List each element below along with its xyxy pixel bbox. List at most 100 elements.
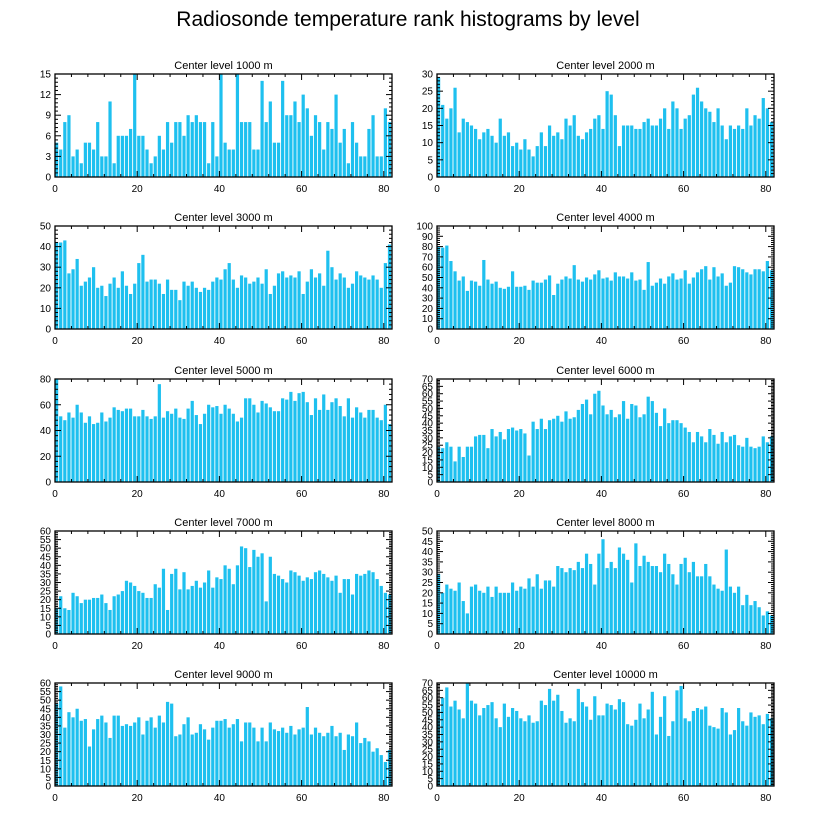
histogram-bar — [510, 146, 515, 177]
histogram-bar — [375, 579, 379, 634]
histogram-bar — [338, 592, 342, 634]
histogram-bar — [543, 279, 548, 329]
y-tick-label: 10 — [40, 304, 52, 315]
x-tick-label: 20 — [132, 793, 144, 804]
y-tick-label: 5 — [427, 619, 433, 630]
histogram-bar — [757, 715, 761, 786]
histogram-bar — [757, 607, 761, 634]
histogram-bar — [589, 279, 593, 329]
histogram-bar — [59, 149, 63, 177]
histogram-bar — [700, 576, 704, 634]
histogram-bar — [281, 398, 285, 482]
histogram-bar — [289, 570, 293, 634]
histogram-bar — [576, 561, 580, 634]
x-tick-label: 40 — [214, 184, 226, 195]
histogram-bar — [186, 408, 190, 482]
histogram-bar — [519, 718, 523, 786]
histogram-bar — [453, 87, 457, 177]
histogram-bar — [461, 118, 465, 177]
histogram-bar — [683, 270, 687, 329]
histogram-bar — [174, 289, 178, 329]
histogram-bar — [120, 271, 124, 329]
histogram-bar — [157, 587, 161, 634]
histogram-bar — [613, 115, 617, 177]
histogram-bar — [737, 445, 741, 482]
histogram-bar — [597, 553, 601, 634]
histogram-bar — [506, 592, 511, 634]
histogram-bar — [469, 700, 474, 786]
histogram-bar — [535, 721, 539, 786]
histogram-bar — [539, 588, 543, 634]
histogram-bar — [383, 592, 387, 634]
histogram-bar — [519, 286, 523, 329]
histogram-bar — [741, 446, 745, 482]
histogram-bar — [761, 271, 765, 329]
histogram-bar — [346, 163, 350, 177]
histogram-bar — [626, 125, 630, 177]
histogram-bar — [601, 405, 605, 482]
x-tick-label: 20 — [132, 184, 144, 195]
histogram-bar — [223, 142, 227, 177]
histogram-bar — [638, 703, 642, 786]
histogram-bar — [367, 279, 371, 329]
histogram-bar — [211, 587, 215, 634]
histogram-bar — [769, 270, 774, 329]
histogram-bar — [584, 706, 589, 786]
histogram-bar — [494, 436, 498, 482]
histogram-bar — [87, 416, 92, 482]
histogram-bar — [720, 708, 724, 786]
figure-title: Radiosonde temperature rank histograms b… — [176, 8, 640, 31]
histogram-bar — [153, 156, 157, 177]
histogram-bar — [737, 586, 741, 634]
histogram-bar — [149, 163, 153, 177]
histogram-bar — [235, 421, 240, 482]
histogram-bar — [330, 267, 334, 329]
histogram-bar — [211, 122, 215, 177]
histogram-bar — [128, 408, 133, 482]
histogram-bar — [215, 577, 219, 634]
histogram-bar — [535, 429, 539, 482]
histogram-bar — [716, 276, 720, 329]
y-tick-label: 0 — [45, 325, 51, 336]
y-tick-label: 10 — [40, 764, 52, 775]
histogram-bar — [215, 277, 219, 329]
y-tick-label: 20 — [422, 448, 434, 459]
x-tick-label: 80 — [378, 184, 390, 195]
histogram-bar — [182, 418, 186, 482]
histogram-bar — [745, 108, 749, 177]
histogram-bar — [453, 271, 457, 329]
histogram-bar — [683, 557, 687, 634]
histogram-bar — [527, 289, 531, 329]
histogram-bar — [609, 94, 613, 177]
histogram-bar — [350, 594, 355, 634]
y-tick-label: 20 — [422, 304, 434, 315]
histogram-bar — [293, 400, 297, 482]
histogram-bar — [441, 448, 445, 482]
panel-title: Center level 1000 m — [174, 60, 272, 72]
histogram-bar — [128, 725, 133, 786]
histogram-bar — [523, 139, 527, 177]
histogram-bar — [601, 539, 605, 634]
histogram-bar — [753, 115, 757, 177]
histogram-bar — [728, 586, 732, 634]
panel-title: Center level 3000 m — [174, 212, 272, 224]
histogram-bar — [248, 122, 252, 177]
histogram-bar — [515, 286, 519, 329]
x-tick-label: 60 — [678, 793, 690, 804]
histogram-bar — [646, 561, 650, 634]
histogram-bar — [338, 406, 342, 482]
histogram-bar — [539, 418, 543, 482]
histogram-bar — [256, 149, 260, 177]
histogram-bar — [753, 269, 757, 329]
histogram-bar — [211, 281, 215, 329]
y-tick-label: 5 — [45, 621, 51, 632]
histogram-bar — [621, 125, 626, 177]
y-tick-label: 20 — [40, 595, 52, 606]
histogram-bar — [552, 700, 556, 786]
histogram-bar — [621, 276, 626, 329]
histogram-bar — [543, 580, 548, 634]
histogram-bar — [260, 283, 264, 329]
histogram-bar — [675, 108, 679, 177]
y-tick-label: 50 — [422, 273, 434, 284]
histogram-bar — [617, 276, 622, 329]
